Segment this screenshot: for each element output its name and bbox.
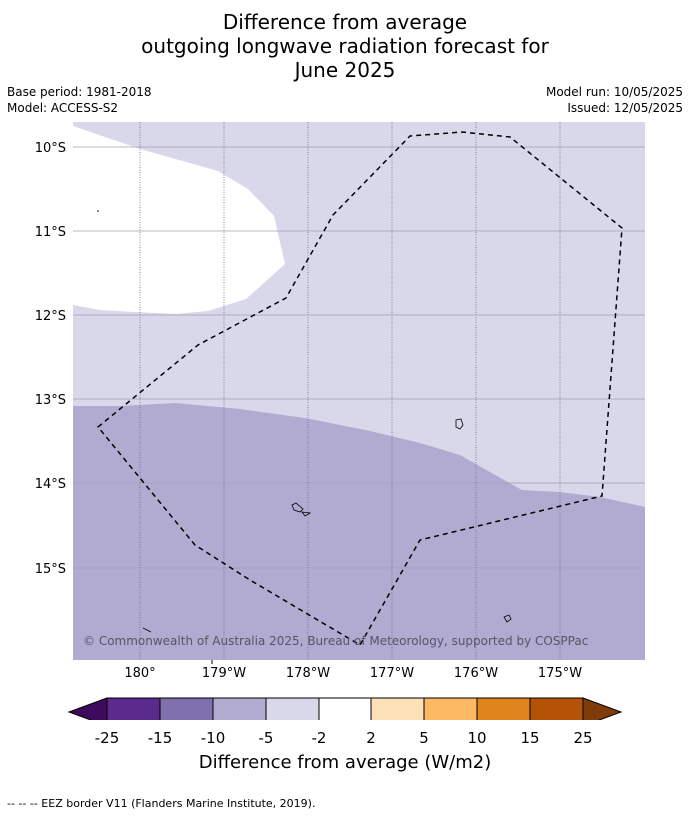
colorbar-tick-label: 10 (467, 729, 487, 747)
colorbar-segment (107, 698, 160, 720)
map-title-line-1: Difference from average (222, 10, 468, 34)
neutral-anomaly-region (73, 126, 285, 314)
colorbar-tick-label: -2 (311, 729, 327, 747)
base-period-text: Base period: 1981-2018 (7, 85, 152, 99)
copyright-text: © Commonwealth of Australia 2025, Bureau… (83, 634, 588, 648)
eez-border-line (96, 131, 623, 647)
colorbar-segment (424, 698, 477, 720)
island-outline (301, 511, 312, 517)
colorbar (67, 697, 623, 720)
island-outline (455, 418, 464, 430)
model-run-text: Model run: 10/05/2025 (545, 85, 683, 99)
lon-label: 177°W (370, 666, 414, 681)
map-figure: 10°S 11°S 12°S 13°S 14°S 15°S 180° 179°W… (35, 122, 645, 720)
colorbar-frame (106, 697, 584, 720)
colorbar-segment (530, 698, 583, 720)
colorbar-tick-label: -5 (258, 729, 274, 747)
island-outline (142, 627, 152, 633)
latitude-gridlines (73, 146, 645, 569)
colorbar-segment (319, 698, 371, 720)
colorbar-tick-label: 2 (366, 729, 376, 747)
lat-label: 10°S (35, 141, 66, 156)
lat-label: 12°S (35, 309, 66, 324)
lat-label: 11°S (35, 225, 66, 240)
map-title-line-2: outgoing longwave radiation forecast for (141, 34, 549, 58)
colorbar-segment (371, 698, 424, 720)
colorbar-segment (213, 698, 266, 720)
map-title-line-3: June 2025 (294, 58, 396, 82)
lon-label: 178°W (286, 666, 330, 681)
lon-label: 176°W (454, 666, 498, 681)
colorbar-low-extension (67, 697, 108, 720)
lat-label: 15°S (35, 562, 66, 577)
lon-label: 175°W (538, 666, 582, 681)
colorbar-title: Difference from average (W/m2) (198, 752, 492, 773)
colorbar-segment (477, 698, 530, 720)
issued-text: Issued: 12/05/2025 (567, 101, 683, 115)
colorbar-tick-label: -15 (147, 729, 173, 747)
colorbar-segment (266, 698, 319, 720)
eez-footnote: -- -- -- EEZ border V11 (Flanders Marine… (7, 797, 316, 810)
colorbar-tick-label: 15 (520, 729, 540, 747)
colorbar-tick-label: 25 (573, 729, 593, 747)
map-plot-area (73, 122, 645, 660)
colorbar-tick-label: 5 (419, 729, 429, 747)
model-text: Model: ACCESS-S2 (7, 101, 119, 115)
colorbar-segment (160, 698, 213, 720)
colorbar-tick-label: -10 (200, 729, 226, 747)
colorbar-tick-label: -25 (94, 729, 120, 747)
lon-label: 179°W (202, 666, 246, 681)
lon-label: 180° (124, 666, 155, 681)
island-outline (291, 502, 304, 513)
island-dot (97, 210, 99, 212)
lat-label: 14°S (35, 477, 66, 492)
island-outline (503, 614, 512, 623)
anomaly-band-medium (73, 403, 645, 660)
longitude-gridlines (139, 122, 561, 660)
lat-label: 13°S (35, 393, 66, 408)
colorbar-high-extension (582, 697, 623, 720)
